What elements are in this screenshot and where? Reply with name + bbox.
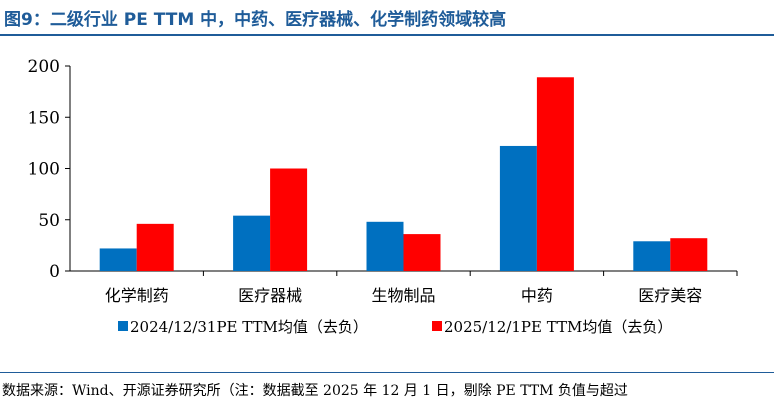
bar-2 xyxy=(403,234,441,271)
legend: 2024/12/31PE TTM均值（去负） 2025/12/1PE TTM均值（… xyxy=(118,318,672,336)
footer-divider xyxy=(0,372,774,373)
bar-chart: 0 50 100 150 200 化学制药 医疗器械 生物制品 中药 医疗美容 2024/12/3… xyxy=(28,57,738,336)
y-tick-label: 100 xyxy=(28,160,60,180)
y-tick-label: 200 xyxy=(28,57,60,77)
legend-swatch xyxy=(432,321,442,331)
legend-swatch xyxy=(118,321,128,331)
bar-1 xyxy=(99,248,137,271)
x-tick-label: 化学制药 xyxy=(105,286,169,305)
y-tick-label: 50 xyxy=(38,211,60,231)
x-tick-label: 医疗器械 xyxy=(238,286,302,305)
bar-2 xyxy=(670,238,708,271)
y-tick-label: 0 xyxy=(49,262,60,282)
x-tick-label: 中药 xyxy=(521,286,553,305)
bar-1 xyxy=(499,145,537,271)
axes: 0 50 100 150 200 化学制药 医疗器械 生物制品 中药 医疗美容 xyxy=(28,57,738,305)
x-tick-label: 生物制品 xyxy=(371,286,435,305)
legend-label: 2024/12/31PE TTM均值（去负） xyxy=(130,318,368,336)
bar-2 xyxy=(136,223,174,271)
y-tick-label: 150 xyxy=(28,108,60,128)
bars xyxy=(99,77,708,272)
bar-2 xyxy=(536,77,574,272)
source-note: 数据来源：Wind、开源证券研究所（注：数据截至 2025 年 12 月 1 日… xyxy=(2,383,628,399)
bar-1 xyxy=(366,221,404,271)
bar-1 xyxy=(633,241,671,271)
title-divider xyxy=(0,34,774,36)
legend-label: 2025/12/1PE TTM均值（去负） xyxy=(444,318,672,336)
figure-title: 图9：二级行业 PE TTM 中，中药、医疗器械、化学制药领域较高 xyxy=(4,10,507,30)
x-tick-label: 医疗美容 xyxy=(638,286,702,305)
bar-1 xyxy=(233,215,271,271)
bar-2 xyxy=(270,168,308,271)
